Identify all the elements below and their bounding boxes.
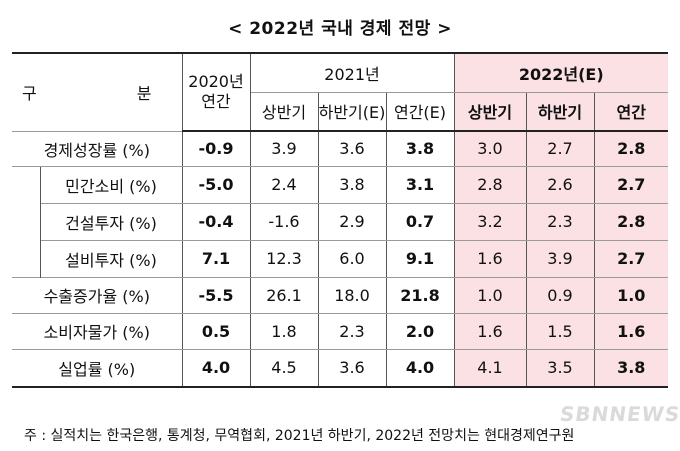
cell-2021-h2: 18.0 xyxy=(317,276,387,314)
cell-2022-h1: 1.0 xyxy=(453,276,527,314)
cell-2022-h1: 4.1 xyxy=(453,348,527,388)
header-gubun-right: 분 xyxy=(136,84,152,104)
table-row: 실업률 (%) 4.0 4.5 3.6 4.0 4.1 3.5 3.8 xyxy=(12,348,669,388)
cell-2022-annual: 2.8 xyxy=(593,130,669,167)
cell-2022-h2: 3.5 xyxy=(525,348,595,388)
table-row: 수출증가율 (%) -5.5 26.1 18.0 21.8 1.0 0.9 1.… xyxy=(12,276,669,314)
cell-2021-annual: 9.1 xyxy=(385,239,455,278)
cell-2022-h2: 2.3 xyxy=(525,202,595,241)
cell-2021-h2: 3.6 xyxy=(317,130,387,167)
cell-2022-h1: 1.6 xyxy=(453,312,527,350)
cell-2022-annual: 2.7 xyxy=(593,165,669,204)
cell-2021-annual: 21.8 xyxy=(385,276,455,314)
header-2022: 2022년(E) xyxy=(453,52,669,93)
header-2021: 2021년 xyxy=(249,52,455,93)
cell-2020: 4.0 xyxy=(181,348,251,388)
cell-2020: -0.9 xyxy=(181,130,251,167)
header-2020-line1: 2020년 xyxy=(188,72,244,91)
table-row: 소비자물가 (%) 0.5 1.8 2.3 2.0 1.6 1.5 1.6 xyxy=(12,312,669,350)
cell-2021-annual: 3.1 xyxy=(385,165,455,204)
row-label: 민간소비 (%) xyxy=(39,165,183,204)
cell-2021-h2: 2.3 xyxy=(317,312,387,350)
source-note: 주 : 실적치는 한국은행, 통계청, 무역협회, 2021년 하반기, 202… xyxy=(24,428,575,444)
cell-2021-h2: 6.0 xyxy=(317,239,387,278)
cell-2021-annual: 2.0 xyxy=(385,312,455,350)
header-2020-line2: 연간 xyxy=(201,92,231,111)
cell-2021-h1: 3.9 xyxy=(249,130,319,167)
row-label: 실업률 (%) xyxy=(12,348,183,388)
cell-2021-annual: 3.8 xyxy=(385,130,455,167)
row-label: 소비자물가 (%) xyxy=(12,312,183,350)
economic-outlook-table: 구 분 2020년 연간 2021년 2022년(E) 상반기 하반기(E) 연… xyxy=(12,52,669,388)
table-row: 설비투자 (%) 7.1 12.3 6.0 9.1 1.6 3.9 2.7 xyxy=(12,239,669,278)
indent-cell xyxy=(12,166,41,277)
header-2021-h2: 하반기(E) xyxy=(317,91,387,132)
cell-2022-h1: 3.2 xyxy=(453,202,527,241)
cell-2022-annual: 1.0 xyxy=(593,276,669,314)
header-2022-h1: 상반기 xyxy=(453,91,527,132)
watermark: SBNNEWS xyxy=(558,402,680,426)
cell-2022-h1: 2.8 xyxy=(453,165,527,204)
cell-2021-h2: 2.9 xyxy=(317,202,387,241)
header-2021-annual: 연간(E) xyxy=(385,91,455,132)
cell-2021-h2: 3.8 xyxy=(317,165,387,204)
cell-2022-h2: 2.7 xyxy=(525,130,595,167)
cell-2020: -5.5 xyxy=(181,276,251,314)
cell-2022-h2: 0.9 xyxy=(525,276,595,314)
header-2020: 2020년 연간 xyxy=(181,52,251,132)
cell-2022-h2: 3.9 xyxy=(525,239,595,278)
row-label: 건설투자 (%) xyxy=(39,202,183,241)
header-2022-h2: 하반기 xyxy=(525,91,595,132)
cell-2021-annual: 4.0 xyxy=(385,348,455,388)
table-row: 건설투자 (%) -0.4 -1.6 2.9 0.7 3.2 2.3 2.8 xyxy=(12,202,669,241)
cell-2022-annual: 2.7 xyxy=(593,239,669,278)
header-gubun-left: 구 xyxy=(22,84,37,104)
cell-2022-h1: 3.0 xyxy=(453,130,527,167)
header-row-2: 상반기 하반기(E) 연간(E) 상반기 하반기 연간 xyxy=(12,91,669,132)
cell-2020: 0.5 xyxy=(181,312,251,350)
cell-2022-annual: 2.8 xyxy=(593,202,669,241)
cell-2021-h1: 1.8 xyxy=(249,312,319,350)
cell-2022-h1: 1.6 xyxy=(453,239,527,278)
row-label: 경제성장률 (%) xyxy=(12,130,183,167)
cell-2021-h1: 4.5 xyxy=(249,348,319,388)
row-label: 설비투자 (%) xyxy=(39,239,183,278)
cell-2022-h2: 2.6 xyxy=(525,165,595,204)
header-gubun: 구 분 xyxy=(12,52,183,132)
header-row-1: 구 분 2020년 연간 2021년 2022년(E) xyxy=(12,52,669,132)
cell-2022-annual: 3.8 xyxy=(593,348,669,388)
cell-2020: -5.0 xyxy=(181,165,251,204)
table-title: < 2022년 국내 경제 전망 > xyxy=(228,19,452,39)
cell-2022-h2: 1.5 xyxy=(525,312,595,350)
cell-2021-h1: -1.6 xyxy=(249,202,319,241)
header-2022-annual: 연간 xyxy=(593,91,669,132)
cell-2022-annual: 1.6 xyxy=(593,312,669,350)
cell-2021-h1: 2.4 xyxy=(249,165,319,204)
header-2021-h1: 상반기 xyxy=(249,91,319,132)
cell-2020: -0.4 xyxy=(181,202,251,241)
table-row: 민간소비 (%) -5.0 2.4 3.8 3.1 2.8 2.6 2.7 xyxy=(12,165,669,277)
cell-2020: 7.1 xyxy=(181,239,251,278)
row-label: 수출증가율 (%) xyxy=(12,276,183,314)
cell-2021-h1: 26.1 xyxy=(249,276,319,314)
cell-2021-h2: 3.6 xyxy=(317,348,387,388)
cell-2021-annual: 0.7 xyxy=(385,202,455,241)
table-row: 경제성장률 (%) -0.9 3.9 3.6 3.8 3.0 2.7 2.8 xyxy=(12,130,669,167)
cell-2021-h1: 12.3 xyxy=(249,239,319,278)
